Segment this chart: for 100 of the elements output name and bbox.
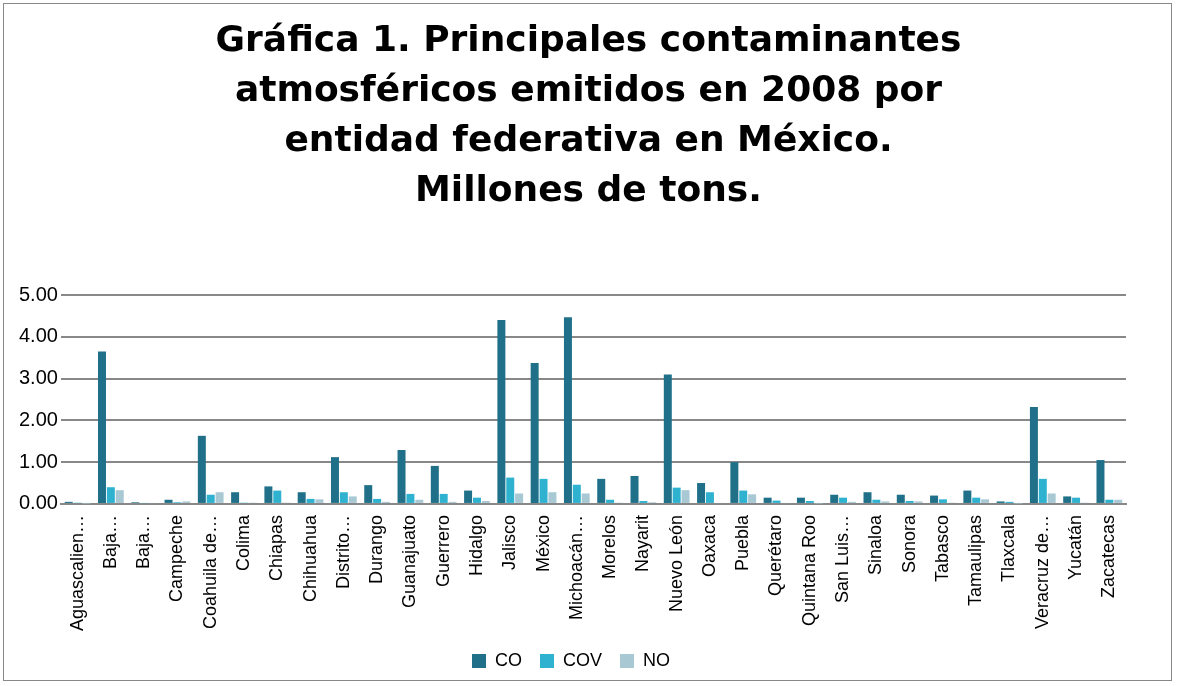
bar — [796, 497, 805, 503]
x-tick-label: Tabasco — [931, 514, 952, 582]
x-tick-label: Jalisco — [499, 514, 520, 570]
bar — [348, 496, 357, 503]
bar — [330, 457, 339, 503]
bar — [439, 493, 448, 503]
bar — [406, 493, 415, 503]
x-tick-label: Nayarit — [632, 514, 653, 572]
bar — [472, 497, 481, 503]
x-tick-label: Hidalgo — [465, 514, 486, 576]
bar — [763, 497, 772, 503]
bar — [563, 317, 572, 503]
bar — [215, 492, 224, 503]
bar — [430, 465, 439, 503]
bar — [863, 492, 872, 503]
y-tick-label: 2.00 — [18, 407, 58, 430]
x-tick-label: Sonora — [898, 513, 919, 573]
bar — [938, 499, 947, 503]
bar — [1047, 493, 1056, 503]
bar — [972, 497, 981, 503]
bar — [539, 478, 548, 503]
x-tick-label: Zacatecas — [1098, 514, 1119, 598]
x-tick-label: Distrito… — [332, 514, 353, 589]
bar — [572, 484, 581, 503]
y-tick-label: 0.00 — [18, 491, 58, 514]
bar — [896, 494, 905, 503]
bar — [415, 499, 424, 503]
bar — [872, 499, 881, 503]
x-tick-label: San Luis… — [832, 514, 853, 603]
bar — [315, 499, 324, 503]
bar — [506, 477, 515, 503]
bar — [1029, 406, 1038, 503]
bar — [548, 492, 557, 503]
bar — [106, 487, 115, 503]
bar — [1038, 478, 1047, 503]
x-tick-label: Oaxaca — [698, 513, 719, 577]
bar — [839, 497, 848, 503]
bar — [264, 486, 273, 503]
legend-label: NO — [643, 649, 670, 670]
bar — [730, 462, 739, 503]
x-tick-label: Quintana Roo — [798, 514, 819, 627]
x-tick-label: Michoacán… — [565, 514, 586, 620]
bar — [606, 499, 615, 503]
bar — [231, 492, 240, 503]
x-tick-label: Baja… — [99, 514, 120, 569]
bar — [115, 490, 124, 503]
bar — [630, 475, 639, 503]
x-tick-label: Guanajuato — [399, 514, 420, 609]
bar — [581, 493, 590, 503]
bar — [1096, 460, 1105, 503]
x-tick-label: Querétaro — [765, 514, 786, 596]
bar — [373, 498, 382, 503]
x-tick-label: México — [532, 514, 553, 572]
bar — [464, 490, 473, 503]
bar — [748, 494, 757, 503]
x-tick-label: Veracruz de… — [1031, 514, 1052, 629]
bar — [739, 490, 748, 503]
x-tick-label: Aguascalien… — [66, 514, 87, 632]
x-tick-label: Colima — [232, 513, 253, 571]
bar — [206, 494, 215, 503]
x-tick-label: Campeche — [166, 514, 187, 602]
x-tick-label: Sinaloa — [865, 513, 886, 575]
bar — [597, 478, 606, 503]
y-tick-label: 1.00 — [18, 449, 58, 472]
bar — [297, 492, 306, 503]
bar — [1072, 497, 1081, 503]
bar — [681, 490, 690, 503]
bar — [930, 495, 939, 503]
x-tick-label: Chiapas — [266, 514, 287, 581]
legend-label: COV — [563, 649, 603, 670]
x-tick-label: Tamaulipas — [965, 514, 986, 606]
bar — [672, 487, 681, 503]
x-tick-label: Yucatán — [1065, 514, 1086, 580]
x-tick-label: Chihuahua — [299, 513, 320, 603]
chart-title: Gráfica 1. Principales contaminantes atmosféricos emitidos en 2008 por entidad federativa en México. Millones de tons. — [214, 17, 963, 211]
bar — [306, 498, 315, 503]
y-tick-label: 5.00 — [18, 282, 58, 305]
bar — [705, 492, 714, 503]
bar — [364, 485, 373, 503]
bar — [963, 490, 972, 503]
x-tick-label: Baja… — [133, 514, 154, 569]
bar — [273, 490, 282, 503]
bar — [339, 492, 348, 503]
x-tick-label: Nuevo León — [665, 514, 686, 613]
legend-label: CO — [495, 649, 522, 670]
bar — [530, 363, 539, 503]
bar — [197, 435, 206, 503]
bar — [164, 499, 173, 503]
x-tick-label: Morelos — [599, 514, 620, 579]
bar — [697, 483, 706, 503]
x-tick-label: Puebla — [732, 513, 753, 571]
x-tick-label: Durango — [366, 514, 387, 584]
bar — [830, 494, 839, 503]
bar — [1105, 499, 1114, 503]
bar — [97, 351, 106, 503]
x-tick-label: Guerrero — [432, 514, 453, 587]
bar — [1114, 499, 1123, 503]
y-tick-label: 3.00 — [18, 366, 58, 389]
bar — [981, 499, 990, 503]
x-tick-label: Tlaxcala — [998, 513, 1019, 582]
